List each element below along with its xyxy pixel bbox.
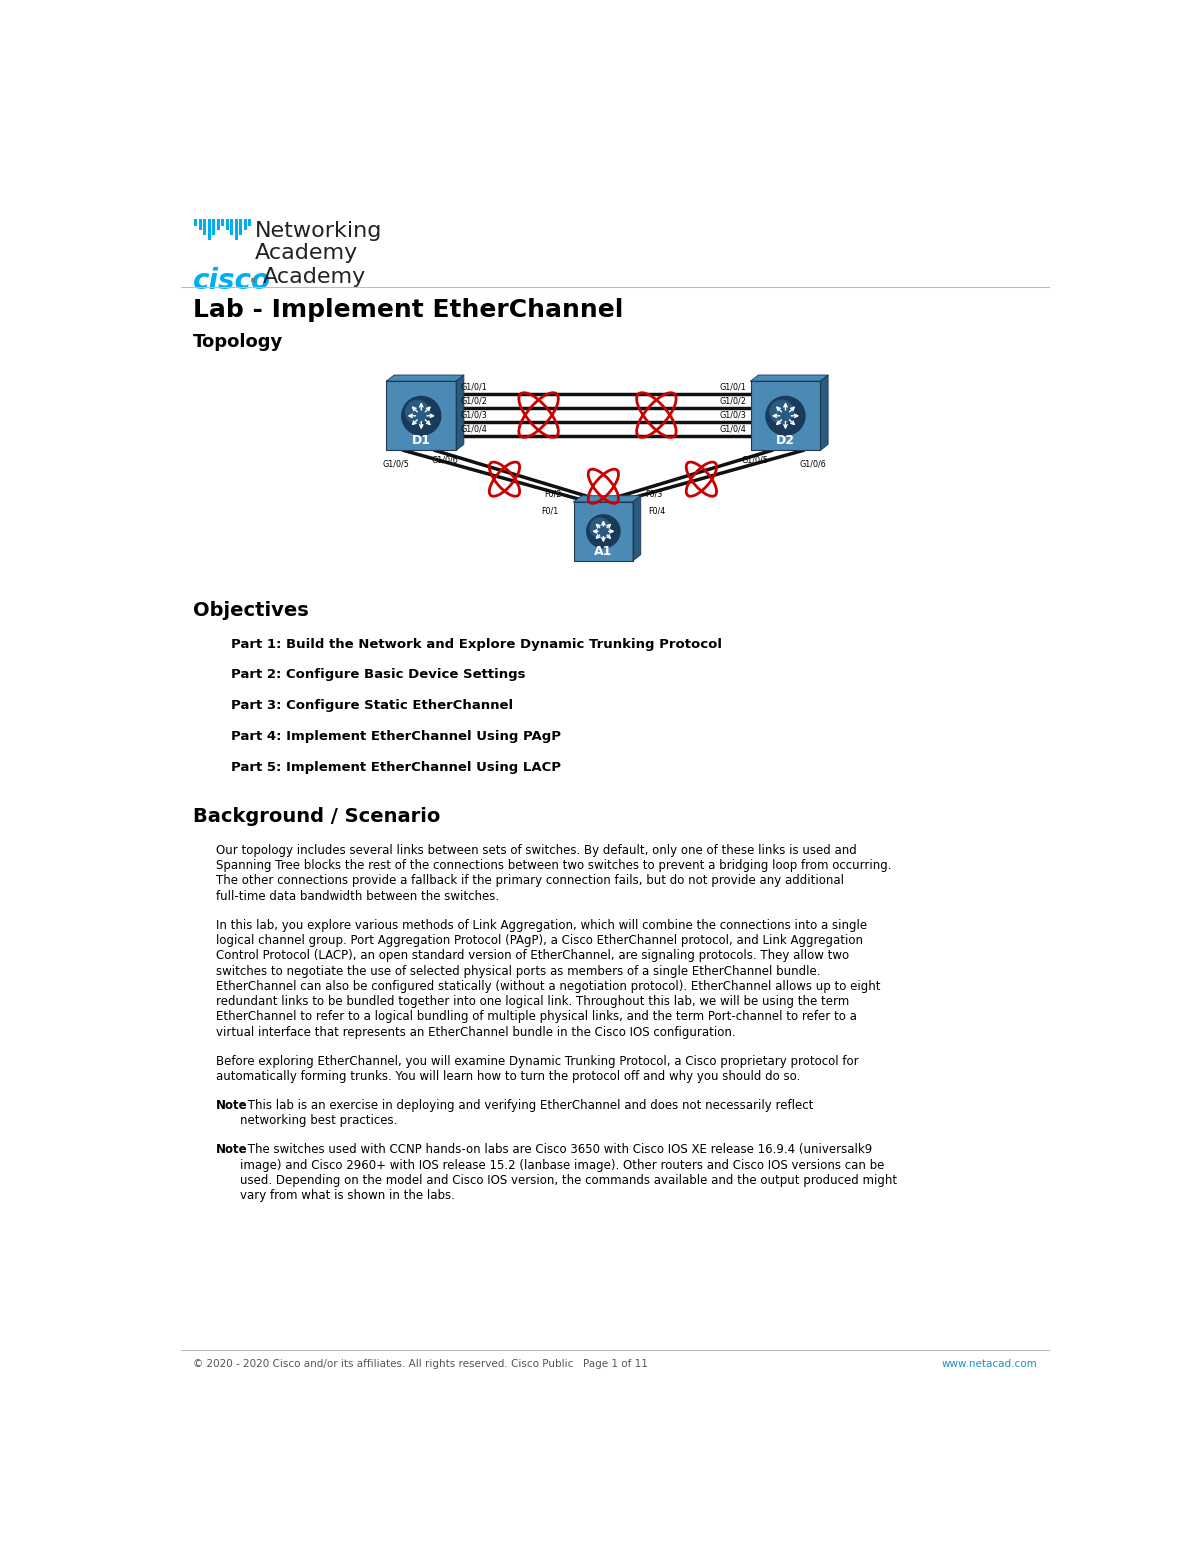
Text: Before exploring EtherChannel, you will examine Dynamic Trunking Protocol, a Cis: Before exploring EtherChannel, you will … [216, 1054, 858, 1067]
Bar [230, 219, 233, 235]
Text: Objectives: Objectives [193, 601, 308, 620]
Text: F0/3: F0/3 [646, 489, 662, 499]
Text: Part 1: Build the Network and Explore Dynamic Trunking Protocol: Part 1: Build the Network and Explore Dy… [232, 638, 722, 651]
Text: Part 5: Implement EtherChannel Using LACP: Part 5: Implement EtherChannel Using LAC… [232, 761, 562, 773]
Text: F0/2: F0/2 [544, 489, 562, 499]
Text: D1: D1 [412, 435, 431, 447]
Text: .: . [250, 266, 258, 286]
Polygon shape [751, 374, 828, 380]
Bar [203, 219, 206, 235]
Bar [239, 219, 242, 235]
Text: F0/4: F0/4 [649, 506, 666, 516]
Text: © 2020 - 2020 Cisco and/or its affiliates. All rights reserved. Cisco Public: © 2020 - 2020 Cisco and/or its affiliate… [193, 1359, 574, 1370]
Text: G1/0/3: G1/0/3 [461, 410, 487, 419]
Text: G1/0/3: G1/0/3 [719, 410, 746, 419]
Polygon shape [456, 374, 464, 450]
Text: G1/0/5: G1/0/5 [742, 457, 768, 464]
Text: Academy: Academy [263, 267, 366, 287]
Text: Note: Note [216, 1100, 247, 1112]
Text: networking best practices.: networking best practices. [240, 1114, 397, 1127]
Circle shape [770, 401, 793, 424]
Text: automatically forming trunks. You will learn how to turn the protocol off and wh: automatically forming trunks. You will l… [216, 1070, 800, 1082]
Text: used. Depending on the model and Cisco IOS version, the commands available and t: used. Depending on the model and Cisco I… [240, 1174, 898, 1186]
Polygon shape [574, 495, 641, 502]
Text: G1/0/4: G1/0/4 [461, 424, 487, 433]
Circle shape [590, 519, 610, 537]
Text: A1: A1 [594, 545, 612, 558]
Text: D2: D2 [776, 435, 796, 447]
Polygon shape [821, 374, 828, 450]
Text: : This lab is an exercise in deploying and verifying EtherChannel and does not n: : This lab is an exercise in deploying a… [240, 1100, 814, 1112]
Text: G1/0/1: G1/0/1 [719, 384, 746, 391]
Bar [574, 502, 634, 561]
Text: In this lab, you explore various methods of Link Aggregation, which will combine: In this lab, you explore various methods… [216, 919, 866, 932]
Bar [194, 219, 197, 227]
Text: G1/0/5: G1/0/5 [383, 460, 409, 469]
Text: Part 3: Configure Static EtherChannel: Part 3: Configure Static EtherChannel [232, 699, 514, 713]
Bar [217, 219, 220, 230]
Bar [235, 219, 238, 241]
Text: virtual interface that represents an EtherChannel bundle in the Cisco IOS config: virtual interface that represents an Eth… [216, 1025, 736, 1039]
Text: Part 2: Configure Basic Device Settings: Part 2: Configure Basic Device Settings [232, 668, 526, 682]
Text: G1/0/6: G1/0/6 [432, 457, 458, 464]
Bar [208, 219, 211, 241]
Text: Academy: Academy [254, 242, 358, 262]
Polygon shape [386, 374, 464, 380]
Circle shape [406, 401, 430, 424]
Circle shape [402, 396, 440, 435]
Text: Page 1 of 11: Page 1 of 11 [582, 1359, 648, 1370]
Text: F0/1: F0/1 [541, 506, 558, 516]
Bar [386, 380, 456, 450]
Bar [751, 380, 821, 450]
Text: Part 4: Implement EtherChannel Using PAgP: Part 4: Implement EtherChannel Using PAg… [232, 730, 562, 742]
Text: image) and Cisco 2960+ with IOS release 15.2 (lanbase image). Other routers and : image) and Cisco 2960+ with IOS release … [240, 1159, 884, 1171]
Bar [248, 219, 251, 227]
Text: logical channel group. Port Aggregation Protocol (PAgP), a Cisco EtherChannel pr: logical channel group. Port Aggregation … [216, 933, 863, 947]
Text: Lab - Implement EtherChannel: Lab - Implement EtherChannel [193, 298, 623, 321]
Text: : The switches used with CCNP hands-on labs are Cisco 3650 with Cisco IOS XE rel: : The switches used with CCNP hands-on l… [240, 1143, 872, 1157]
Text: Background / Scenario: Background / Scenario [193, 808, 440, 826]
Bar [199, 219, 202, 230]
Text: EtherChannel can also be configured statically (without a negotiation protocol).: EtherChannel can also be configured stat… [216, 980, 881, 992]
Bar [244, 219, 246, 230]
Text: G1/0/2: G1/0/2 [461, 398, 487, 405]
Text: switches to negotiate the use of selected physical ports as members of a single : switches to negotiate the use of selecte… [216, 964, 821, 977]
Text: G1/0/4: G1/0/4 [719, 424, 746, 433]
Text: full-time data bandwidth between the switches.: full-time data bandwidth between the swi… [216, 890, 499, 902]
Bar [221, 219, 224, 227]
Text: redundant links to be bundled together into one logical link. Throughout this la: redundant links to be bundled together i… [216, 995, 850, 1008]
Text: G1/0/2: G1/0/2 [719, 398, 746, 405]
Text: The other connections provide a fallback if the primary connection fails, but do: The other connections provide a fallback… [216, 874, 844, 887]
Text: Networking: Networking [254, 221, 382, 241]
Text: EtherChannel to refer to a logical bundling of multiple physical links, and the : EtherChannel to refer to a logical bundl… [216, 1011, 857, 1023]
Text: G1/0/6: G1/0/6 [799, 460, 826, 469]
Text: Topology: Topology [193, 334, 283, 351]
Text: Spanning Tree blocks the rest of the connections between two switches to prevent: Spanning Tree blocks the rest of the con… [216, 859, 892, 873]
Text: www.netacad.com: www.netacad.com [942, 1359, 1037, 1370]
Text: Control Protocol (LACP), an open standard version of EtherChannel, are signaling: Control Protocol (LACP), an open standar… [216, 949, 850, 963]
Text: vary from what is shown in the labs.: vary from what is shown in the labs. [240, 1190, 455, 1202]
Text: G1/0/1: G1/0/1 [461, 384, 487, 391]
Bar [212, 219, 215, 235]
Text: Note: Note [216, 1143, 247, 1157]
Text: cisco: cisco [193, 267, 271, 295]
Polygon shape [634, 495, 641, 561]
Circle shape [766, 396, 805, 435]
Bar [226, 219, 228, 230]
Text: Our topology includes several links between sets of switches. By default, only o: Our topology includes several links betw… [216, 843, 857, 857]
Circle shape [587, 516, 620, 548]
